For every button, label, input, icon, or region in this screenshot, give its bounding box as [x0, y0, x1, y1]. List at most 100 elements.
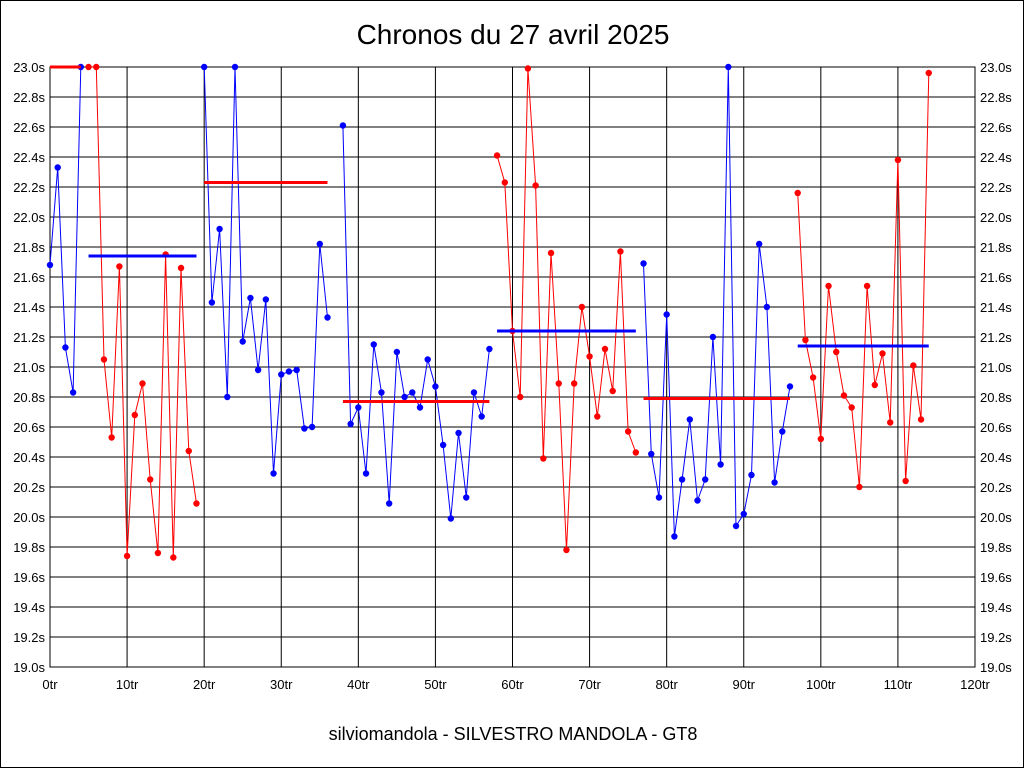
- y-tick-label-left: 20.0s: [13, 510, 45, 525]
- lap-point: [517, 393, 524, 401]
- x-tick-label: 30tr: [270, 677, 293, 692]
- y-tick-label-right: 19.8s: [980, 540, 1012, 555]
- y-tick-label-left: 21.2s: [13, 330, 45, 345]
- lap-point: [108, 434, 115, 441]
- lap-point: [624, 428, 632, 435]
- y-tick-label-left: 23.0s: [13, 60, 45, 75]
- lap-point: [247, 294, 254, 302]
- lap-point: [702, 476, 709, 483]
- lap-point: [678, 476, 686, 483]
- lap-point: [77, 63, 85, 71]
- x-tick-label: 70tr: [578, 677, 601, 692]
- y-tick-label-right: 20.0s: [980, 510, 1012, 525]
- y-tick-label-right: 22.2s: [980, 180, 1012, 195]
- lap-point: [216, 225, 223, 233]
- y-tick-label-right: 21.2s: [980, 330, 1012, 345]
- stint-line: [496, 68, 637, 551]
- y-tick-label-left: 20.6s: [13, 420, 45, 435]
- lap-point: [786, 383, 794, 390]
- lap-point: [463, 494, 470, 501]
- lap-point: [301, 425, 308, 432]
- lap-point: [262, 296, 270, 303]
- x-tick-label: 0tr: [42, 677, 58, 692]
- lap-point: [863, 282, 871, 290]
- y-tick-label-left: 21.6s: [13, 270, 45, 285]
- lap-point: [455, 429, 462, 437]
- x-tick-label: 20tr: [193, 677, 216, 692]
- lap-point: [424, 356, 431, 363]
- lap-point: [617, 248, 624, 255]
- lap-point: [671, 533, 678, 540]
- lap-point: [85, 63, 92, 71]
- y-tick-label-right: 22.8s: [980, 90, 1012, 105]
- x-tick-label: 80tr: [655, 677, 678, 692]
- lap-point: [147, 476, 154, 483]
- stint-line: [88, 66, 197, 558]
- stint-line: [49, 66, 82, 393]
- lap-point: [840, 392, 848, 399]
- lap-point: [563, 546, 570, 554]
- lap-point: [871, 381, 878, 389]
- lap-point: [224, 393, 231, 401]
- lap-point: [177, 264, 185, 272]
- lap-point: [193, 500, 200, 507]
- lap-point: [493, 152, 501, 159]
- lap-point: [794, 189, 801, 197]
- y-tick-label-left: 22.8s: [13, 90, 45, 105]
- y-tick-label-left: 22.0s: [13, 210, 45, 225]
- y-tick-label-right: 19.4s: [980, 600, 1012, 615]
- x-tick-label: 40tr: [347, 677, 370, 692]
- chart-title: Chronos du 27 avril 2025: [357, 19, 670, 50]
- y-tick-label-right: 20.6s: [980, 420, 1012, 435]
- lap-point: [270, 470, 277, 477]
- lap-point: [308, 423, 316, 431]
- lap-point: [339, 122, 347, 129]
- y-tick-label-right: 20.8s: [980, 390, 1012, 405]
- lap-point: [655, 494, 663, 501]
- y-tick-label-right: 19.6s: [980, 570, 1012, 585]
- x-tick-label: 110tr: [884, 677, 913, 692]
- lap-point: [69, 389, 77, 396]
- lap-point: [316, 240, 323, 248]
- lap-point: [594, 413, 601, 420]
- lap-point: [779, 428, 786, 435]
- lap-point: [46, 261, 54, 269]
- lap-point: [239, 338, 246, 345]
- lap-point: [486, 345, 493, 353]
- lap-point: [925, 69, 932, 77]
- y-tick-label-right: 21.8s: [980, 240, 1012, 255]
- lap-point: [748, 471, 755, 479]
- x-tick-label: 120tr: [960, 677, 990, 692]
- lap-point: [725, 63, 732, 71]
- y-tick-label-left: 20.2s: [13, 480, 45, 495]
- lap-point: [278, 371, 285, 378]
- lap-point: [917, 416, 925, 423]
- lap-point: [123, 552, 131, 560]
- y-tick-label-left: 21.8s: [13, 240, 45, 255]
- y-tick-label-right: 20.2s: [980, 480, 1012, 495]
- lap-point: [254, 366, 262, 374]
- lap-point: [771, 479, 778, 486]
- y-tick-label-right: 22.0s: [980, 210, 1012, 225]
- lap-point: [393, 348, 401, 356]
- lap-point: [93, 63, 100, 71]
- stint-line: [797, 72, 930, 488]
- lap-point: [385, 500, 393, 507]
- lap-point: [139, 380, 146, 387]
- lap-point: [570, 380, 578, 387]
- lap-point: [540, 455, 547, 462]
- y-tick-label-right: 21.4s: [980, 300, 1012, 315]
- y-tick-label-right: 23.0s: [980, 60, 1012, 75]
- y-tick-label-left: 22.6s: [13, 120, 45, 135]
- y-tick-label-left: 22.4s: [13, 150, 45, 165]
- y-tick-label-left: 19.8s: [13, 540, 45, 555]
- lap-point: [601, 345, 609, 353]
- lap-point: [170, 554, 177, 561]
- y-tick-label-left: 22.2s: [13, 180, 45, 195]
- lap-point: [709, 333, 717, 341]
- lap-point: [208, 299, 216, 306]
- lap-point: [609, 387, 616, 395]
- lap-point: [478, 413, 485, 420]
- y-tick-label-right: 21.6s: [980, 270, 1012, 285]
- plot-area: [49, 66, 976, 668]
